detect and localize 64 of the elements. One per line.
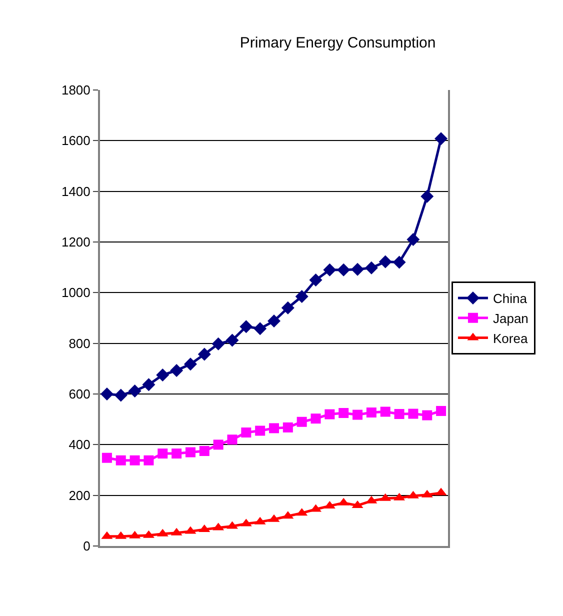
y-tick-label: 200	[68, 488, 90, 503]
point	[338, 408, 349, 418]
y-tick-label: 1200	[61, 234, 90, 250]
point	[408, 408, 418, 419]
y-tick-label: 1000	[61, 285, 90, 300]
point	[170, 364, 184, 377]
point	[378, 255, 392, 268]
point	[394, 409, 404, 420]
y-tick-label: 1600	[61, 133, 90, 148]
point	[269, 423, 279, 434]
legend-label: Japan	[492, 310, 528, 326]
point	[366, 407, 376, 418]
point	[324, 409, 335, 420]
point	[364, 261, 378, 274]
point	[380, 406, 390, 417]
y-tick-label: 800	[68, 336, 90, 351]
point	[116, 455, 126, 466]
point	[352, 410, 363, 420]
point	[114, 388, 128, 402]
y-tick-label: 400	[68, 437, 90, 452]
point	[156, 368, 170, 382]
point	[255, 426, 266, 436]
y-tick-label: 600	[68, 386, 90, 402]
y-tick-label: 1800	[61, 82, 90, 98]
chart-title: Primary Energy Consumption	[240, 34, 436, 52]
point	[351, 262, 364, 276]
point	[240, 320, 253, 334]
point	[199, 446, 210, 456]
y-tick-label: 0	[83, 538, 90, 554]
point	[392, 256, 406, 269]
point	[406, 232, 420, 246]
point	[128, 384, 142, 398]
point	[185, 447, 196, 458]
point	[158, 448, 168, 459]
point	[144, 455, 154, 466]
point	[241, 428, 252, 438]
point	[296, 416, 307, 427]
point	[436, 406, 446, 416]
point	[212, 337, 225, 350]
y-tick-label: 1400	[61, 184, 90, 199]
point	[227, 434, 238, 445]
point	[213, 440, 224, 450]
point	[254, 322, 267, 336]
point	[422, 410, 432, 420]
point	[100, 388, 114, 400]
point	[310, 414, 321, 424]
legend-label: Korea	[492, 330, 528, 346]
point	[309, 274, 322, 286]
legend-label: China	[492, 291, 528, 306]
point	[172, 448, 182, 459]
point	[282, 422, 293, 432]
point	[295, 290, 308, 303]
point	[142, 378, 156, 392]
point	[434, 132, 448, 146]
point	[130, 455, 140, 466]
point	[268, 314, 280, 328]
point	[323, 263, 336, 276]
point	[102, 452, 112, 463]
point	[337, 263, 350, 276]
point	[420, 190, 434, 203]
point	[226, 334, 239, 347]
point	[198, 348, 211, 361]
point	[281, 301, 294, 314]
point	[184, 358, 197, 371]
